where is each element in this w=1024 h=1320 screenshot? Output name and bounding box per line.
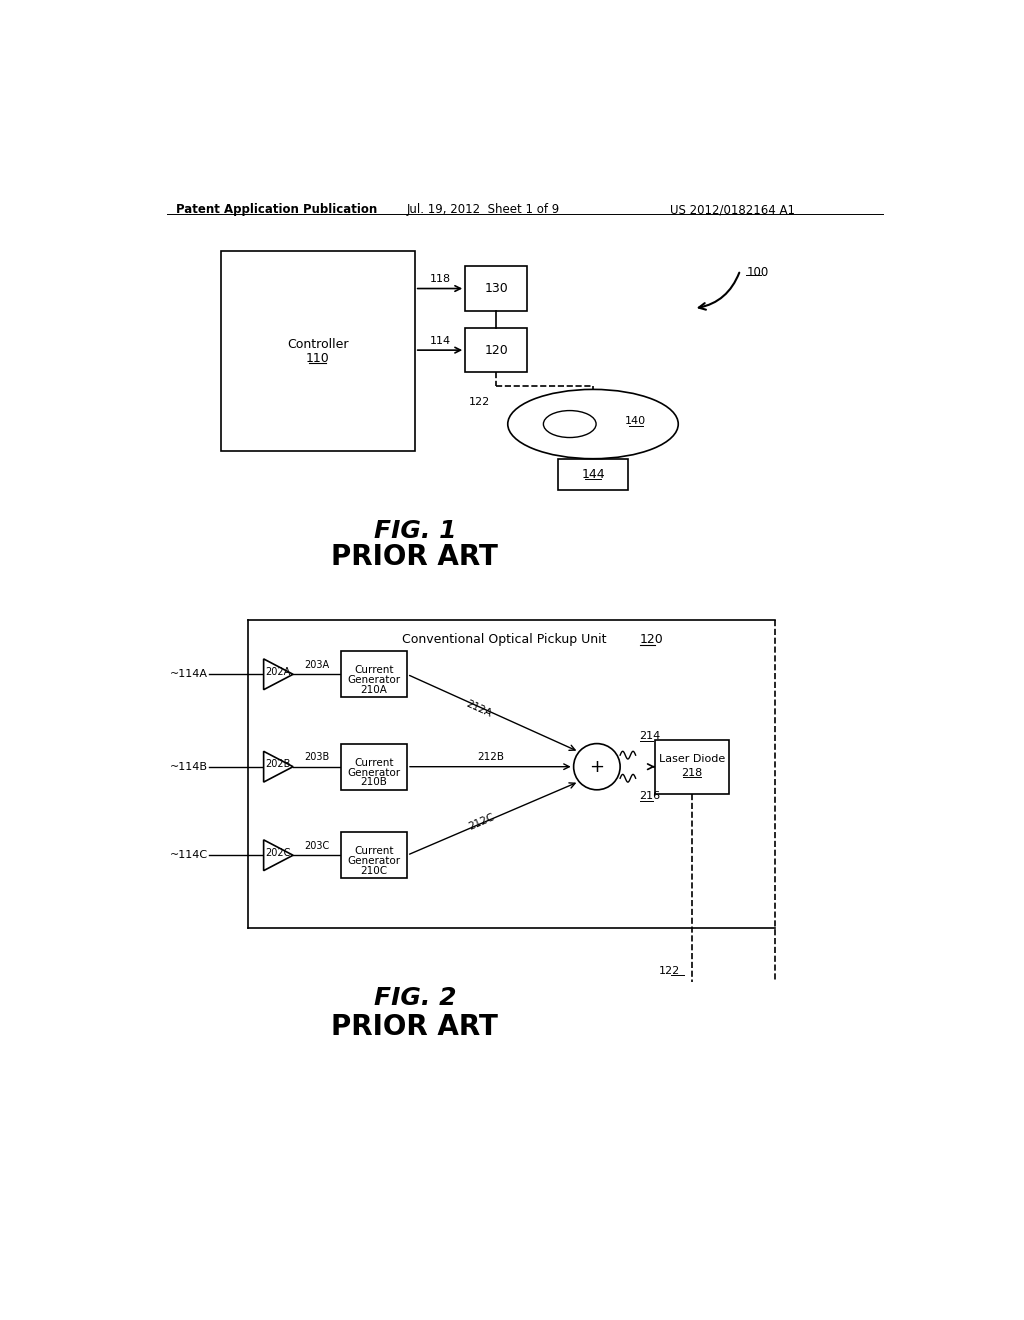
Text: 210B: 210B <box>360 777 387 787</box>
Ellipse shape <box>544 411 596 437</box>
Text: 214: 214 <box>640 731 660 741</box>
Bar <box>655 739 729 793</box>
Text: Current: Current <box>354 846 394 857</box>
Text: 202B: 202B <box>265 759 291 770</box>
Bar <box>465 327 527 372</box>
Polygon shape <box>263 840 293 871</box>
Bar <box>341 651 407 697</box>
Polygon shape <box>263 659 293 689</box>
Bar <box>558 459 628 490</box>
Text: 120: 120 <box>640 634 664 647</box>
Text: 202C: 202C <box>265 847 291 858</box>
Text: 210A: 210A <box>360 685 387 694</box>
Polygon shape <box>263 751 293 781</box>
Text: Generator: Generator <box>347 676 400 685</box>
Text: Jul. 19, 2012  Sheet 1 of 9: Jul. 19, 2012 Sheet 1 of 9 <box>407 203 560 216</box>
Text: Current: Current <box>354 758 394 768</box>
Text: 114: 114 <box>429 335 451 346</box>
Text: 210C: 210C <box>360 866 388 875</box>
Text: Generator: Generator <box>347 857 400 866</box>
Text: Current: Current <box>354 665 394 676</box>
Text: Conventional Optical Pickup Unit: Conventional Optical Pickup Unit <box>401 634 606 647</box>
Text: ~114C: ~114C <box>170 850 208 861</box>
Text: Generator: Generator <box>347 768 400 777</box>
Text: 110: 110 <box>306 352 330 366</box>
Bar <box>341 832 407 878</box>
Text: 212C: 212C <box>467 812 496 832</box>
Text: 122: 122 <box>658 966 680 975</box>
Bar <box>221 251 415 451</box>
Text: FIG. 1: FIG. 1 <box>374 519 456 543</box>
Text: 118: 118 <box>429 275 451 284</box>
Text: 140: 140 <box>625 416 646 426</box>
Text: 122: 122 <box>469 397 489 407</box>
Text: 212B: 212B <box>477 752 504 762</box>
Text: 144: 144 <box>582 467 605 480</box>
Text: 130: 130 <box>484 282 508 296</box>
Bar <box>465 267 527 312</box>
Text: 100: 100 <box>746 267 769 280</box>
Text: FIG. 2: FIG. 2 <box>374 986 456 1010</box>
Text: 212A: 212A <box>465 700 494 719</box>
Text: Laser Diode: Laser Diode <box>658 754 725 764</box>
Text: 203A: 203A <box>304 660 330 669</box>
Text: PRIOR ART: PRIOR ART <box>332 1014 499 1041</box>
Text: 218: 218 <box>681 768 702 777</box>
Text: ~114B: ~114B <box>170 762 208 772</box>
Bar <box>341 743 407 789</box>
Text: Patent Application Publication: Patent Application Publication <box>176 203 377 216</box>
Text: 203B: 203B <box>304 752 330 762</box>
Circle shape <box>573 743 621 789</box>
Text: PRIOR ART: PRIOR ART <box>332 544 499 572</box>
Text: +: + <box>590 758 604 776</box>
Ellipse shape <box>508 389 678 459</box>
Text: 120: 120 <box>484 343 508 356</box>
Text: US 2012/0182164 A1: US 2012/0182164 A1 <box>671 203 796 216</box>
Text: 203C: 203C <box>304 841 330 850</box>
Text: Controller: Controller <box>287 338 348 351</box>
Text: 202A: 202A <box>265 667 291 677</box>
Text: ~114A: ~114A <box>170 669 208 680</box>
Text: 216: 216 <box>640 791 660 801</box>
